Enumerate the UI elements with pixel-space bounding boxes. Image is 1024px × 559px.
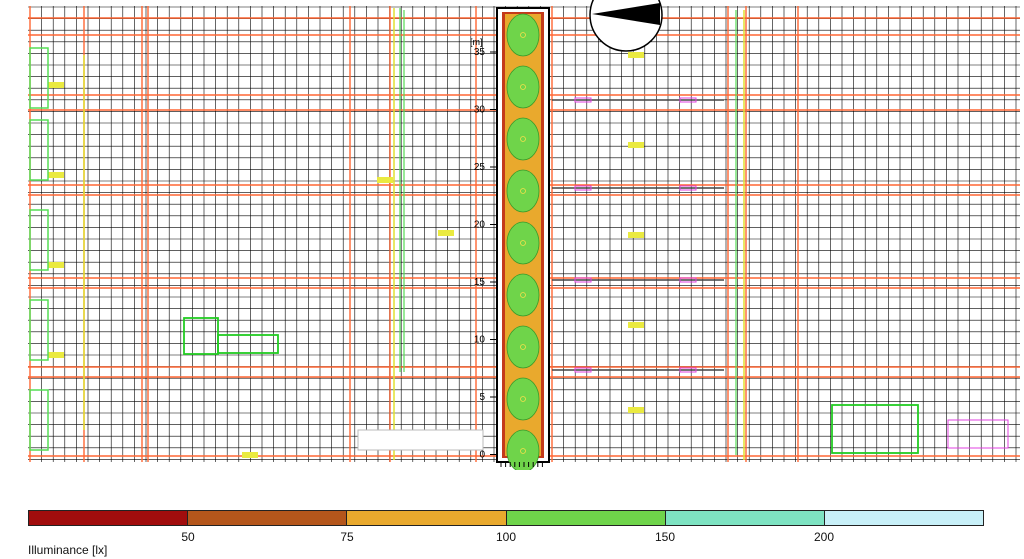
plan-mark: [574, 97, 592, 103]
plan-rect: [217, 334, 279, 354]
luminaire-layer: [506, 13, 540, 470]
plan-mark: [628, 407, 644, 413]
plan-mark: [628, 232, 644, 238]
plan-rect: [831, 404, 919, 454]
plan-mark: [574, 367, 592, 373]
y-axis-tick-label: 15: [474, 277, 486, 288]
luminaire-icon: [520, 448, 526, 454]
luminaire-icon: [520, 344, 526, 350]
plan-mark: [679, 185, 697, 191]
legend-tick-label: 150: [654, 530, 676, 544]
plan-mark: [48, 82, 64, 88]
plan-rect: [29, 119, 49, 181]
luminaire-icon: [520, 188, 526, 194]
y-axis-tick-label: 30: [474, 105, 486, 116]
legend-segment: [506, 511, 666, 525]
plan-mark: [48, 262, 64, 268]
label-box: [357, 429, 484, 451]
y-axis-tick-label: 10: [474, 335, 486, 346]
plan-mark: [377, 177, 393, 183]
plan-mark: [438, 230, 454, 236]
plan-mark: [628, 142, 644, 148]
luminaire-pool: [506, 325, 540, 369]
luminaire-pool: [506, 65, 540, 109]
plan-rect: [29, 47, 49, 109]
compass-icon: [589, 0, 663, 52]
room-axes: [m]353025201510500.02.0[m]: [470, 37, 543, 467]
luminaire-icon: [520, 32, 526, 38]
floor-plan-view: [m]353025201510500.02.0[m]: [28, 0, 1020, 470]
legend-segment: [347, 511, 507, 525]
y-axis-tick-label: 0: [479, 450, 485, 461]
luminaire-icon: [520, 396, 526, 402]
plan-mark: [242, 452, 258, 458]
plan-rect: [183, 317, 219, 355]
legend-tick-label: 50: [181, 530, 195, 544]
legend-tick-label: 75: [340, 530, 354, 544]
y-axis-tick-label: 5: [479, 392, 485, 403]
luminaire-pool: [506, 169, 540, 213]
plan-rect: [29, 209, 49, 271]
luminaire-pool: [506, 377, 540, 421]
luminaire-pool: [506, 429, 540, 470]
y-axis-tick-label: 35: [474, 47, 486, 58]
luminaire-icon: [520, 292, 526, 298]
legend-segment: [824, 511, 984, 525]
plan-rect: [29, 389, 49, 451]
illuminance-color-scale: [28, 510, 984, 526]
luminaire-icon: [520, 240, 526, 246]
luminaire-pool: [506, 221, 540, 265]
plan-mark: [628, 52, 644, 58]
legend-segment: [29, 511, 189, 525]
legend-title: Illuminance [lx]: [28, 543, 108, 557]
luminaire-icon: [520, 84, 526, 90]
legend-segment: [665, 511, 825, 525]
luminaire-icon: [520, 136, 526, 142]
y-axis-unit: [m]: [470, 37, 483, 47]
plan-features: [29, 8, 1009, 460]
luminaire-pool: [506, 273, 540, 317]
plan-mark: [574, 185, 592, 191]
luminaire-pool: [506, 13, 540, 57]
plan-mark: [48, 352, 64, 358]
plan-mark: [48, 172, 64, 178]
plan-mark: [574, 277, 592, 283]
plan-mark: [679, 277, 697, 283]
plan-rect: [947, 419, 1009, 449]
legend-tick-label: 100: [495, 530, 517, 544]
y-axis-tick-label: 20: [474, 220, 486, 231]
y-axis-tick-label: 25: [474, 162, 486, 173]
legend-tick-label: 200: [813, 530, 835, 544]
legend-segment: [188, 511, 348, 525]
plan-mark: [679, 367, 697, 373]
luminaire-pool: [506, 117, 540, 161]
plan-mark: [628, 322, 644, 328]
plan-mark: [679, 97, 697, 103]
plan-rect: [29, 299, 49, 361]
